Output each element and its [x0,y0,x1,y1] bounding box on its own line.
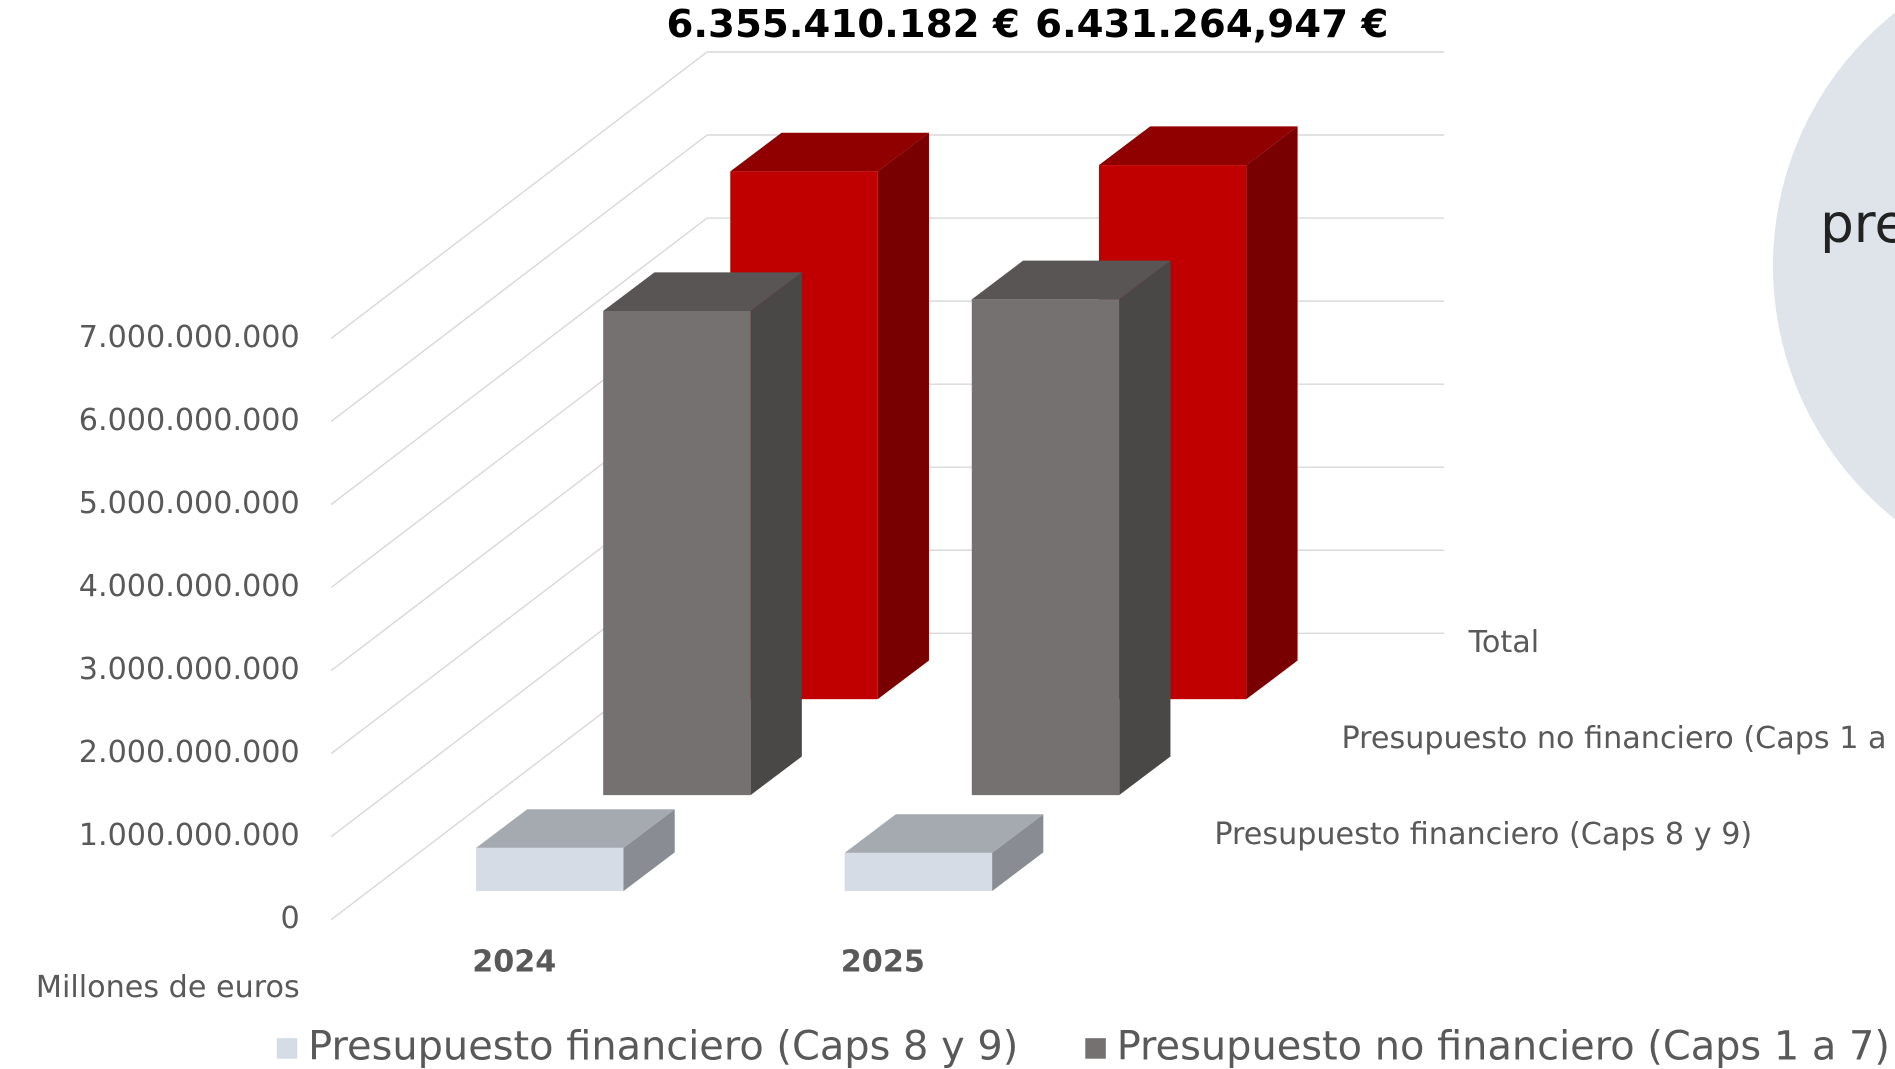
grid-line [330,51,708,339]
x-tick-label: 2025 [841,945,925,980]
y-tick-label: 0 [281,901,300,936]
legend-label: Presupuesto no financiero (Caps 1 a 7) [1117,1024,1890,1069]
legend-swatch [276,1038,298,1059]
bar-side [1119,260,1171,796]
x-tick-label: 2024 [472,945,556,980]
y-tick-label: 3.000.000.000 [79,652,300,687]
y-tick-label: 6.000.000.000 [79,403,300,438]
bar-side [877,132,929,700]
bar [603,310,751,796]
y-tick-label: 7.000.000.000 [79,320,300,355]
side-circle [1773,12,1895,520]
bar-top [971,260,1171,300]
bar [844,852,993,892]
bar-side [750,272,802,796]
legend-label: Presupuesto financiero (Caps 8 y 9) [308,1024,1018,1069]
value-label: 6.431.264,947 € [1035,2,1388,47]
y-tick-label: 2.000.000.000 [79,735,300,770]
bar-side [1246,126,1298,700]
depth-label: Total [1468,625,1540,660]
bar-top [844,814,1044,853]
y-tick-label: 5.000.000.000 [79,486,300,521]
bar-top [476,809,675,848]
grid-line [330,134,708,423]
bar [476,847,624,892]
value-label: 6.355.410.182 € [666,2,1019,47]
legend-swatch [1085,1038,1106,1059]
bar-side [992,814,1044,892]
depth-label: Presupuesto financiero (Caps 8 y 9) [1214,817,1752,852]
bar-top [730,132,929,172]
axis-label: Millones de euros [36,970,300,1005]
grid-line [330,217,708,506]
depth-label: Presupuesto no financiero (Caps 1 a 7) [1341,721,1895,756]
bar [971,299,1120,796]
y-tick-label: 4.000.000.000 [79,569,300,604]
bar-top [603,272,802,311]
side-text: pre [1820,193,1895,255]
bar-top [1098,126,1298,166]
bar-side [623,809,675,892]
y-tick-label: 1.000.000.000 [79,818,300,853]
